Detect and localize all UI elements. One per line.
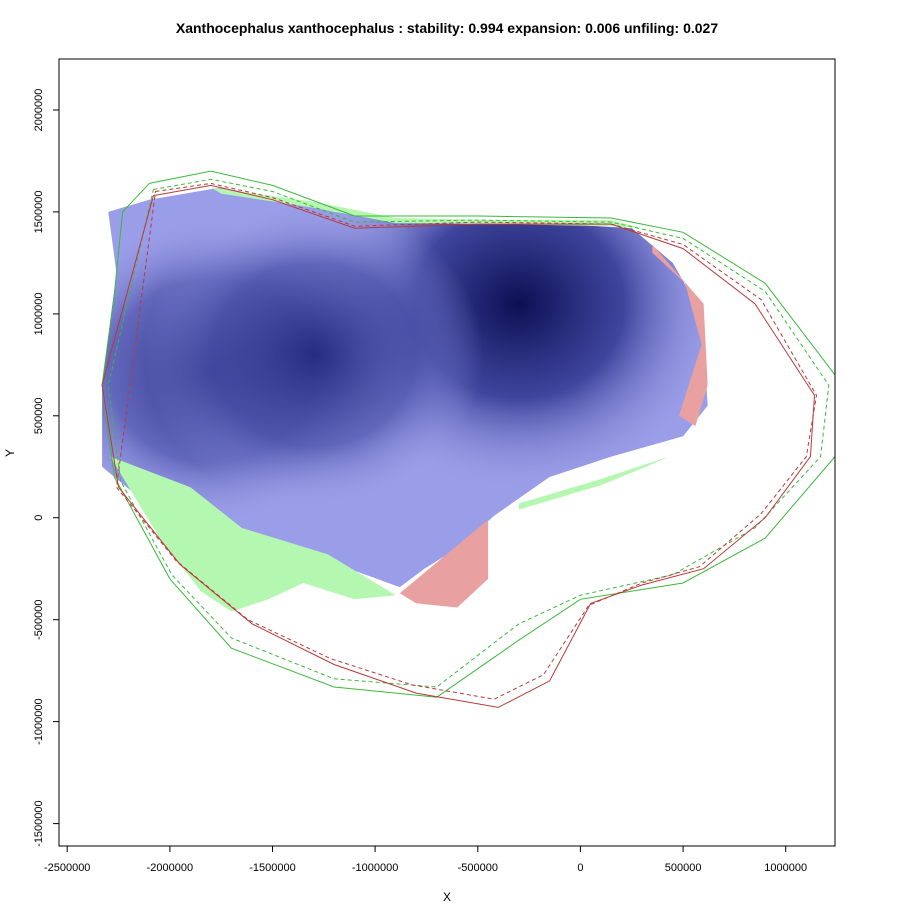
y-tick-label: 2000000 [33, 89, 45, 132]
x-tick-label: -1000000 [352, 862, 399, 874]
y-axis-label: Y [3, 449, 17, 457]
x-tick-label: 0 [577, 862, 583, 874]
y-tick-label: -1000000 [33, 698, 45, 745]
x-tick-label: -1500000 [249, 862, 296, 874]
x-tick-label: -2000000 [147, 862, 194, 874]
y-tick-label: 1000000 [33, 292, 45, 335]
unfilling-region-2 [652, 244, 708, 426]
y-tick-label: 500000 [33, 397, 45, 434]
native-contour-solid-1 [101, 170, 835, 698]
y-tick-label: 1500000 [33, 190, 45, 233]
y-axis: -1500000 -1000000 -500000 0 500000 1000000 150… [33, 89, 60, 847]
x-axis: -2500000 -2000000 -1500000 -1000000 -500000 0… [44, 845, 807, 874]
native-contour-dashed-2 [107, 178, 830, 688]
density-peak-3 [143, 201, 484, 508]
chart-title: Xanthocephalus xanthocephalus : stabilit… [175, 20, 719, 36]
y-tick-label: -500000 [33, 600, 45, 640]
invaded-contour-dashed-4 [115, 182, 818, 700]
invaded-contour-solid-3 [101, 184, 816, 708]
x-axis-label: X [443, 890, 451, 904]
contour-lines [101, 170, 835, 708]
x-tick-label: 500000 [665, 862, 702, 874]
x-tick-label: -500000 [458, 862, 498, 874]
stability-density-shading [102, 187, 708, 524]
map-regions [102, 187, 708, 612]
y-tick-label: 0 [33, 515, 45, 521]
expansion-region-1 [110, 456, 396, 612]
y-tick-label: -1500000 [33, 800, 45, 847]
unfilling-region-1 [399, 519, 489, 608]
x-tick-label: -2500000 [44, 862, 91, 874]
expansion-region-3 [518, 456, 669, 510]
x-tick-label: 1000000 [764, 862, 807, 874]
